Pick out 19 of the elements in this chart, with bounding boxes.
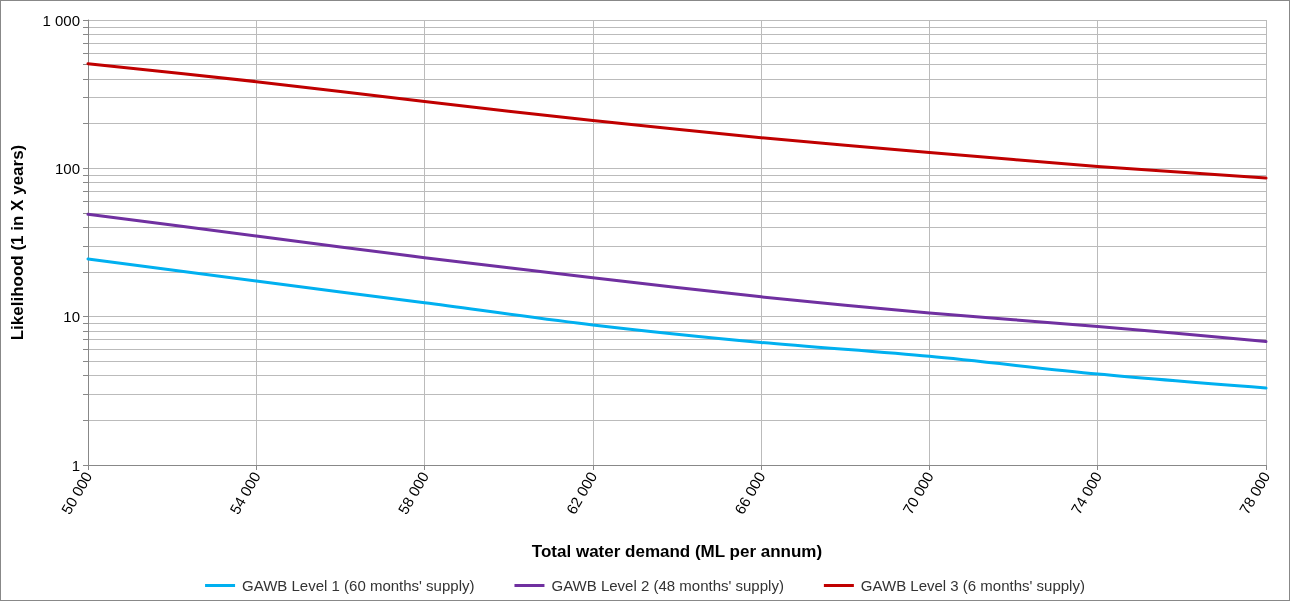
y-tick-label: 100 [54, 159, 80, 177]
y-tick-label: 1 000 [42, 11, 80, 29]
x-tick-label: 66 000 [730, 468, 769, 517]
y-tick-label: 1 [71, 456, 80, 474]
x-tick-label: 62 000 [562, 468, 601, 517]
x-axis-title: Total water demand (ML per annum) [531, 542, 823, 561]
y-axis-title: Likelihood (1 in X years) [8, 144, 27, 341]
y-tick-label: 10 [63, 308, 80, 326]
line-series [86, 62, 1268, 180]
x-tick-label: 74 000 [1067, 468, 1106, 517]
x-tick-label: 70 000 [899, 468, 937, 517]
x-tick-label: 58 000 [394, 468, 432, 517]
x-tick-label: 54 000 [226, 468, 264, 517]
legend-label: GAWB Level 3 (6 months' supply) [860, 577, 1085, 594]
line-series [86, 212, 1268, 344]
x-tick-label: 78 000 [1235, 468, 1274, 517]
line-series [86, 257, 1268, 390]
legend-label: GAWB Level 1 (60 months' supply) [242, 577, 475, 594]
legend-label: GAWB Level 2 (48 months' supply) [551, 577, 784, 594]
